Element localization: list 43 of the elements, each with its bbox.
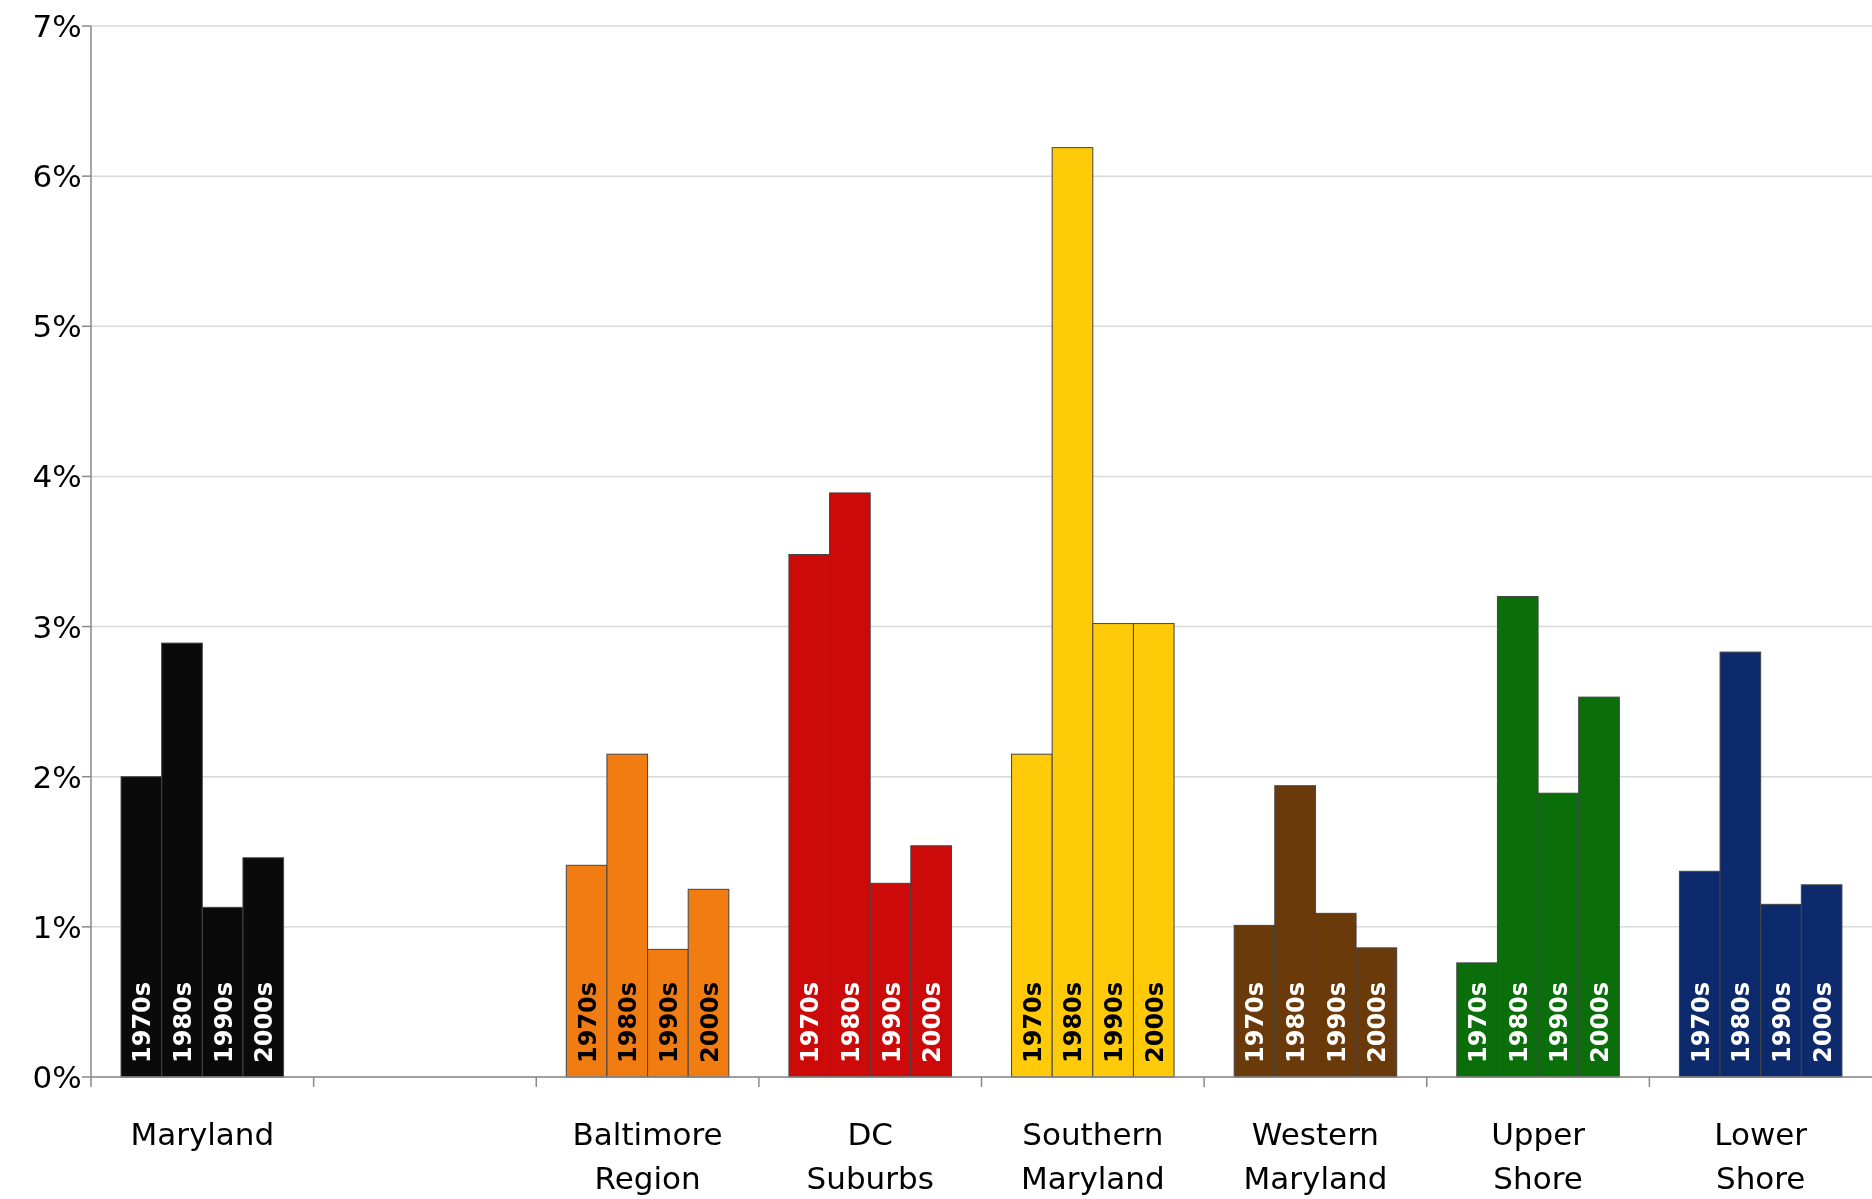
y-tick-label: 0% [32, 1059, 82, 1095]
series-label: 1990s [1100, 981, 1129, 1063]
text: 1990s [209, 981, 238, 1063]
text: 1990s [1768, 981, 1796, 1063]
y-tick-label: 1% [32, 908, 82, 945]
text: 1970s [796, 981, 825, 1063]
text: 2000s [695, 981, 724, 1063]
text: 1980s [1504, 981, 1533, 1063]
y-tick-label: 7% [32, 8, 82, 44]
text: 1990s [1545, 981, 1574, 1063]
x-tick-label: Lower Shore [1714, 1116, 1808, 1196]
text: 2000s [918, 981, 947, 1063]
text: 1980s [1059, 981, 1088, 1063]
text: 1980s [1282, 981, 1311, 1063]
text: 1990s [877, 981, 906, 1063]
x-tick-label: Western Maryland [1243, 1116, 1388, 1196]
text: 1970s [1241, 981, 1270, 1063]
x-tick-label: DC Suburbs [806, 1116, 934, 1196]
text: 1990s [1322, 981, 1351, 1063]
y-tick-label: 5% [32, 308, 82, 345]
text: 1970s [1464, 981, 1493, 1063]
text: 1980s [169, 981, 197, 1063]
text: 1990s [654, 981, 683, 1063]
x-tick-label: Southern Maryland [1020, 1116, 1165, 1196]
series-label: 1980s [614, 981, 643, 1063]
text: 2000s [1808, 981, 1837, 1063]
text: 1970s [1686, 981, 1715, 1063]
text: 2000s [250, 981, 279, 1063]
series-label: 1970s [573, 981, 602, 1063]
text: 1980s [1727, 981, 1756, 1063]
y-tick-label: 6% [32, 158, 82, 195]
text: 2000s [1586, 981, 1615, 1063]
series-label: 2000s [1140, 981, 1169, 1063]
text: 1980s [836, 981, 865, 1063]
x-tick-label: Upper Shore [1491, 1116, 1586, 1196]
y-tick-label: 3% [32, 608, 82, 645]
y-tick-label: 4% [32, 458, 82, 495]
text: 1970s [1018, 981, 1047, 1063]
y-tick-label: 2% [32, 758, 82, 795]
x-tick-label: Baltimore Region [572, 1116, 723, 1196]
text: 2000s [1363, 981, 1392, 1063]
x-tick-label: Maryland [130, 1116, 275, 1152]
text: 1970s [128, 981, 157, 1063]
